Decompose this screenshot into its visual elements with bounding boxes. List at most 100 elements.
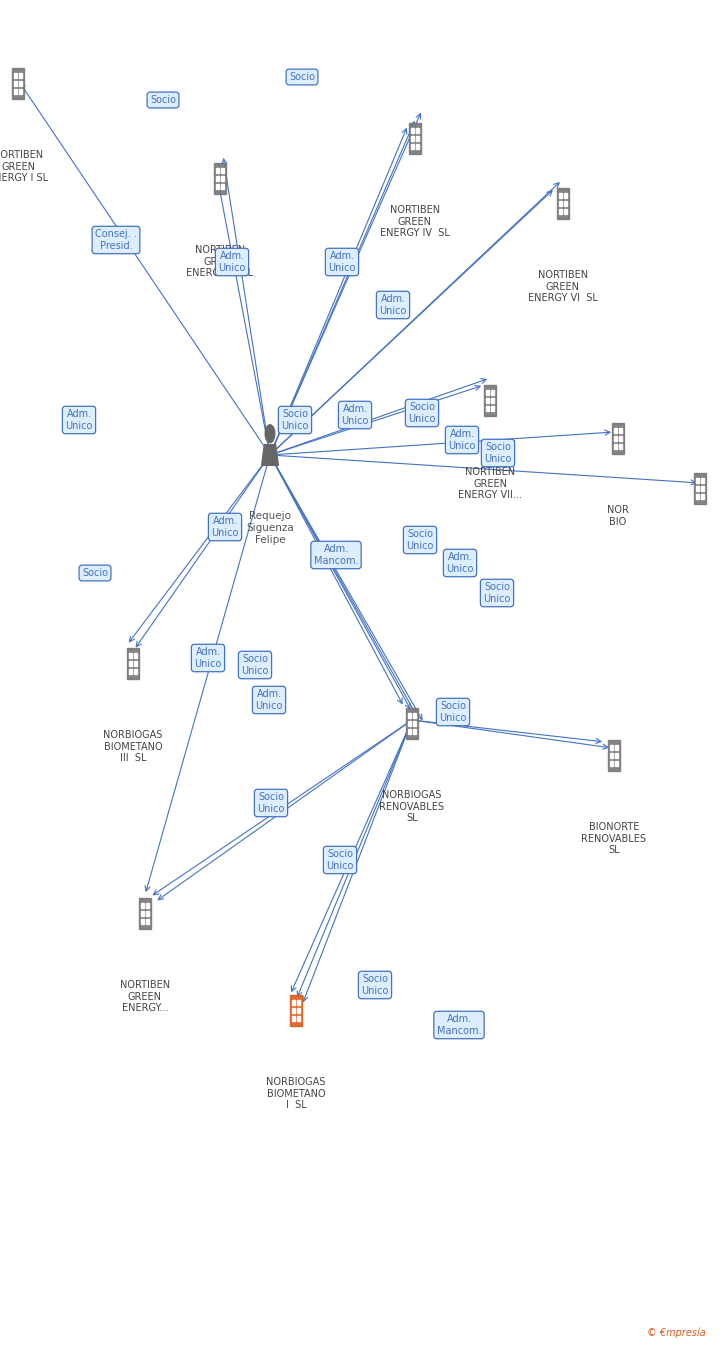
Text: Socio
Unico: Socio Unico	[361, 974, 389, 995]
Text: Socio
Unico: Socio Unico	[483, 582, 510, 604]
FancyBboxPatch shape	[563, 194, 566, 198]
Text: NORBIOGAS
BIOMETANO
III  SL: NORBIOGAS BIOMETANO III SL	[103, 730, 162, 763]
FancyBboxPatch shape	[14, 89, 17, 94]
FancyBboxPatch shape	[694, 473, 706, 504]
Text: Socio
Unico: Socio Unico	[281, 409, 309, 430]
FancyBboxPatch shape	[614, 428, 617, 433]
FancyBboxPatch shape	[563, 202, 566, 206]
FancyBboxPatch shape	[292, 1017, 295, 1021]
Text: Adm.
Unico: Adm. Unico	[218, 252, 245, 273]
FancyBboxPatch shape	[213, 163, 226, 195]
Text: BIONORTE
RENOVABLES
SL: BIONORTE RENOVABLES SL	[582, 822, 646, 855]
FancyBboxPatch shape	[408, 124, 422, 155]
FancyBboxPatch shape	[491, 406, 494, 412]
Text: NORTIBEN
GREEN
ENERGY VI  SL: NORTIBEN GREEN ENERGY VI SL	[528, 270, 598, 303]
FancyBboxPatch shape	[559, 202, 562, 206]
Text: Requejo
Siguenza
Felipe: Requejo Siguenza Felipe	[246, 511, 294, 545]
FancyBboxPatch shape	[19, 89, 22, 94]
FancyBboxPatch shape	[614, 444, 617, 449]
Text: NORBIOGAS
RENOVABLES
SL: NORBIOGAS RENOVABLES SL	[379, 790, 445, 823]
Text: NORTIBEN
GREEN
ENERGY VII...: NORTIBEN GREEN ENERGY VII...	[458, 467, 522, 500]
FancyBboxPatch shape	[696, 477, 699, 483]
Text: Socio
Unico: Socio Unico	[484, 443, 512, 464]
Text: Adm.
Unico: Adm. Unico	[341, 405, 368, 426]
FancyBboxPatch shape	[216, 184, 219, 190]
FancyBboxPatch shape	[559, 210, 562, 214]
FancyBboxPatch shape	[483, 385, 496, 417]
FancyBboxPatch shape	[413, 729, 416, 734]
Text: Socio
Unico: Socio Unico	[439, 701, 467, 722]
FancyBboxPatch shape	[129, 670, 132, 674]
FancyBboxPatch shape	[696, 487, 699, 491]
FancyBboxPatch shape	[134, 662, 137, 666]
FancyBboxPatch shape	[612, 424, 625, 455]
FancyBboxPatch shape	[221, 168, 223, 174]
FancyBboxPatch shape	[491, 390, 494, 395]
Text: NORBIOGAS
BIOMETANO
I  SL: NORBIOGAS BIOMETANO I SL	[266, 1077, 325, 1110]
FancyBboxPatch shape	[408, 729, 411, 734]
Text: Adm.
Unico: Adm. Unico	[194, 647, 222, 668]
FancyBboxPatch shape	[491, 398, 494, 404]
FancyBboxPatch shape	[614, 761, 617, 767]
Text: Socio
Unico: Socio Unico	[241, 654, 269, 675]
FancyBboxPatch shape	[700, 477, 703, 483]
Text: Adm.
Unico: Adm. Unico	[446, 553, 474, 574]
FancyBboxPatch shape	[146, 919, 149, 924]
Text: NOR
BIO: NOR BIO	[607, 504, 629, 526]
FancyBboxPatch shape	[411, 128, 414, 133]
FancyBboxPatch shape	[134, 654, 137, 658]
FancyBboxPatch shape	[146, 912, 149, 916]
FancyBboxPatch shape	[486, 406, 489, 412]
FancyBboxPatch shape	[138, 898, 151, 929]
Text: Adm.
Unico: Adm. Unico	[448, 429, 475, 451]
Text: Adm.
Mancom.: Adm. Mancom.	[437, 1014, 481, 1036]
FancyBboxPatch shape	[292, 1001, 295, 1005]
FancyBboxPatch shape	[413, 713, 416, 718]
FancyBboxPatch shape	[411, 144, 414, 149]
Text: NORTIBEN
GREEN
ENERGY IV  SL: NORTIBEN GREEN ENERGY IV SL	[380, 204, 450, 238]
FancyBboxPatch shape	[297, 1017, 300, 1021]
Text: NORTIBEN
GREEN
ENERGY I SL: NORTIBEN GREEN ENERGY I SL	[0, 149, 48, 183]
FancyBboxPatch shape	[127, 648, 139, 679]
FancyBboxPatch shape	[405, 709, 419, 740]
Text: Consej. .
Presid.: Consej. . Presid.	[95, 229, 137, 250]
FancyBboxPatch shape	[146, 902, 149, 908]
FancyBboxPatch shape	[292, 1009, 295, 1013]
Text: Socio
Unico: Socio Unico	[257, 792, 285, 814]
FancyBboxPatch shape	[610, 753, 613, 759]
FancyBboxPatch shape	[563, 210, 566, 214]
Text: NORTIBEN
GREEN
ENERGY V  SL: NORTIBEN GREEN ENERGY V SL	[186, 245, 253, 278]
FancyBboxPatch shape	[12, 69, 25, 100]
FancyBboxPatch shape	[614, 436, 617, 441]
FancyBboxPatch shape	[221, 184, 223, 190]
Text: Socio: Socio	[289, 73, 315, 82]
Text: © €mpresía: © €mpresía	[647, 1328, 706, 1338]
FancyBboxPatch shape	[416, 128, 419, 133]
FancyBboxPatch shape	[416, 144, 419, 149]
FancyBboxPatch shape	[19, 81, 22, 86]
FancyBboxPatch shape	[413, 721, 416, 726]
Text: Adm.
Unico: Adm. Unico	[256, 689, 282, 710]
FancyBboxPatch shape	[411, 136, 414, 141]
Text: Adm.
Mancom.: Adm. Mancom.	[314, 545, 358, 566]
FancyBboxPatch shape	[141, 912, 144, 916]
FancyBboxPatch shape	[700, 494, 703, 499]
FancyBboxPatch shape	[221, 176, 223, 182]
FancyBboxPatch shape	[619, 436, 622, 441]
FancyBboxPatch shape	[557, 188, 569, 219]
Circle shape	[265, 425, 274, 443]
Text: Socio: Socio	[150, 95, 176, 105]
FancyBboxPatch shape	[408, 721, 411, 726]
FancyBboxPatch shape	[610, 745, 613, 751]
FancyBboxPatch shape	[216, 168, 219, 174]
FancyBboxPatch shape	[614, 753, 617, 759]
Polygon shape	[261, 445, 278, 465]
FancyBboxPatch shape	[608, 740, 620, 772]
Text: Adm.
Unico: Adm. Unico	[211, 516, 239, 538]
FancyBboxPatch shape	[134, 670, 137, 674]
FancyBboxPatch shape	[486, 390, 489, 395]
FancyBboxPatch shape	[19, 73, 22, 78]
FancyBboxPatch shape	[696, 494, 699, 499]
FancyBboxPatch shape	[610, 761, 613, 767]
FancyBboxPatch shape	[559, 194, 562, 198]
